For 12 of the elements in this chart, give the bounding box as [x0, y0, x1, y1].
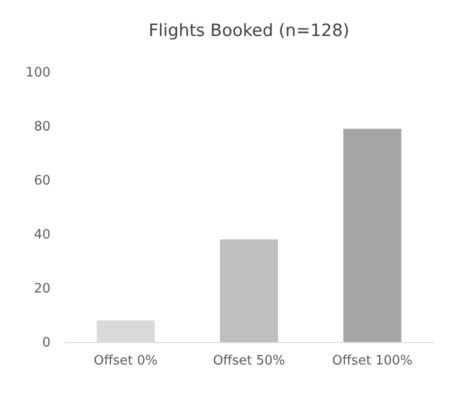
y-tick-label: 80 — [34, 120, 50, 134]
y-tick-label: 20 — [34, 282, 50, 296]
x-tick-label: Offset 50% — [212, 354, 286, 368]
y-tick-label: 0 — [42, 336, 50, 350]
x-tick-label: Offset 0% — [94, 354, 158, 368]
chart-title: Flights Booked (n=128) — [148, 21, 350, 41]
y-tick-label: 100 — [26, 66, 50, 80]
bar — [343, 128, 402, 342]
y-tick-label: 60 — [34, 174, 50, 188]
x-tick-label: Offset 100% — [332, 354, 413, 368]
y-tick-label: 40 — [34, 228, 50, 242]
bar — [220, 239, 278, 342]
